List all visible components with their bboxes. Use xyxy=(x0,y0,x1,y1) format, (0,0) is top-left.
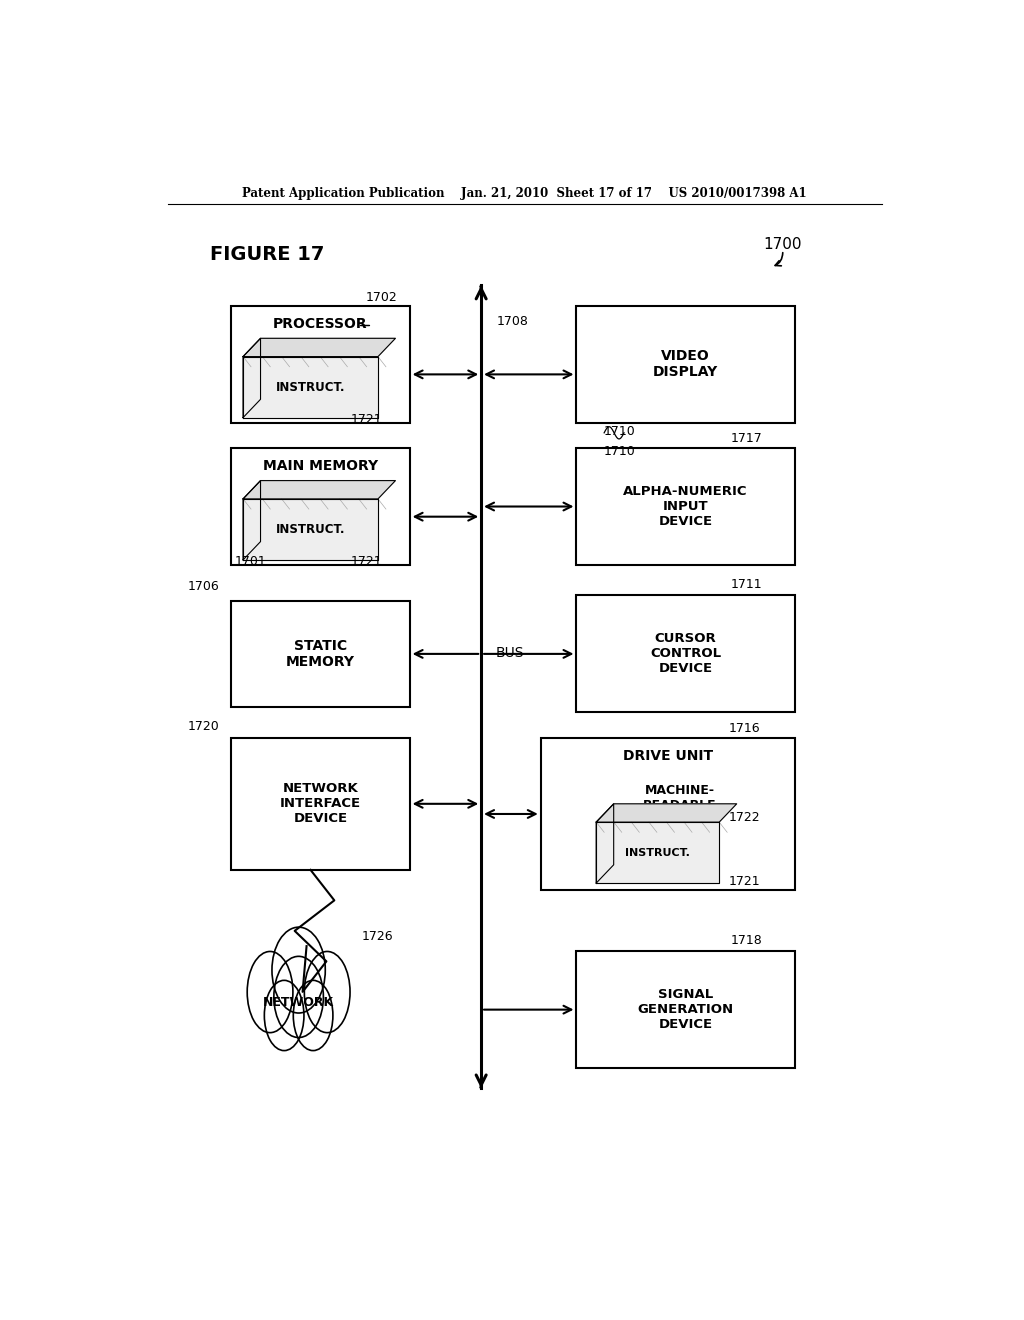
Polygon shape xyxy=(596,804,736,822)
Polygon shape xyxy=(243,499,378,560)
Ellipse shape xyxy=(247,952,293,1032)
Text: CURSOR
CONTROL
DEVICE: CURSOR CONTROL DEVICE xyxy=(650,632,721,676)
Text: 1722: 1722 xyxy=(729,812,761,824)
Text: 1721: 1721 xyxy=(350,554,382,568)
Text: 1721: 1721 xyxy=(350,413,382,426)
Text: 1710: 1710 xyxy=(604,425,636,438)
Bar xyxy=(231,738,410,870)
Text: Patent Application Publication    Jan. 21, 2010  Sheet 17 of 17    US 2010/00173: Patent Application Publication Jan. 21, … xyxy=(243,187,807,201)
Text: STATIC
MEMORY: STATIC MEMORY xyxy=(286,639,355,669)
Polygon shape xyxy=(596,804,613,883)
Text: MAIN MEMORY: MAIN MEMORY xyxy=(263,459,378,474)
Text: NETWORK: NETWORK xyxy=(263,995,334,1008)
Bar xyxy=(231,306,410,422)
Ellipse shape xyxy=(273,956,324,1038)
Text: 1700: 1700 xyxy=(763,238,802,252)
Text: MACHINE-
READABLE
MEDIUM: MACHINE- READABLE MEDIUM xyxy=(643,784,717,828)
Text: 1718: 1718 xyxy=(731,935,763,948)
Bar xyxy=(577,306,795,422)
Text: INSTRUCT.: INSTRUCT. xyxy=(275,380,345,393)
Polygon shape xyxy=(243,356,378,417)
Bar xyxy=(231,447,410,565)
Text: SIGNAL
GENERATION
DEVICE: SIGNAL GENERATION DEVICE xyxy=(638,989,733,1031)
Text: 1710: 1710 xyxy=(604,445,636,458)
Text: DRIVE UNIT: DRIVE UNIT xyxy=(623,748,713,763)
Text: NETWORK
INTERFACE
DEVICE: NETWORK INTERFACE DEVICE xyxy=(280,783,361,825)
Bar xyxy=(577,595,795,713)
Text: FIGURE 17: FIGURE 17 xyxy=(210,246,324,264)
Polygon shape xyxy=(243,480,260,560)
Polygon shape xyxy=(243,338,395,356)
Text: PROCESSOR: PROCESSOR xyxy=(273,317,368,331)
FancyArrowPatch shape xyxy=(775,252,782,265)
Text: INSTRUCT.: INSTRUCT. xyxy=(626,847,690,858)
Text: BUS: BUS xyxy=(496,647,524,660)
Polygon shape xyxy=(596,822,719,883)
Text: 1702: 1702 xyxy=(367,290,398,304)
Text: 1717: 1717 xyxy=(731,432,763,445)
Text: ALPHA-NUMERIC
INPUT
DEVICE: ALPHA-NUMERIC INPUT DEVICE xyxy=(624,484,748,528)
Text: 1721: 1721 xyxy=(729,875,761,888)
Text: 1706: 1706 xyxy=(187,581,219,594)
Text: INSTRUCT.: INSTRUCT. xyxy=(275,523,345,536)
Bar xyxy=(577,952,795,1068)
Text: VIDEO
DISPLAY: VIDEO DISPLAY xyxy=(653,348,718,379)
Text: 1701: 1701 xyxy=(236,554,267,568)
Ellipse shape xyxy=(304,952,350,1032)
Bar xyxy=(541,738,795,890)
Text: 1716: 1716 xyxy=(729,722,761,735)
Ellipse shape xyxy=(264,981,304,1051)
Text: 1708: 1708 xyxy=(497,314,529,327)
Bar xyxy=(577,447,795,565)
Text: 1726: 1726 xyxy=(362,931,394,942)
Bar xyxy=(231,601,410,708)
Text: 1720: 1720 xyxy=(187,719,219,733)
Ellipse shape xyxy=(272,927,326,1012)
Text: 1711: 1711 xyxy=(731,578,763,591)
Polygon shape xyxy=(243,480,395,499)
Ellipse shape xyxy=(293,981,333,1051)
Polygon shape xyxy=(243,338,260,417)
